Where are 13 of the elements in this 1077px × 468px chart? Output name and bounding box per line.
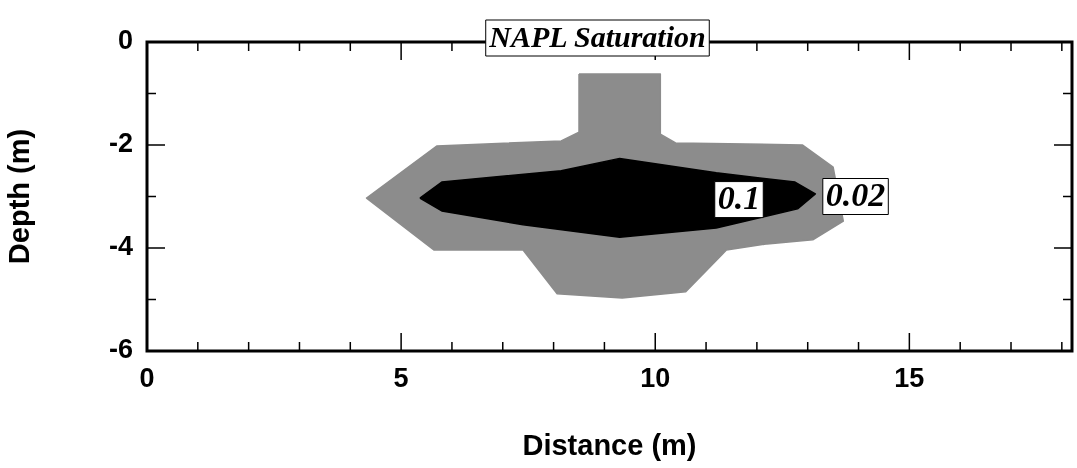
y-tick-label: -4 — [108, 231, 133, 262]
chart-title: NAPL Saturation — [488, 19, 706, 53]
y-tick-label: 0 — [117, 25, 133, 56]
annotation: 0.1 — [717, 179, 761, 217]
x-tick-label: 5 — [393, 362, 409, 393]
x-tick-label: 15 — [894, 362, 925, 393]
x-tick-label: 10 — [640, 362, 671, 393]
y-tick-label: -6 — [108, 334, 133, 365]
y-tick-label: -2 — [108, 128, 133, 159]
annotation: 0.02 — [825, 176, 886, 214]
x-tick-label: 0 — [139, 362, 155, 393]
y-axis-title: Depth (m) — [3, 128, 36, 265]
x-axis-title: Distance (m) — [522, 428, 697, 461]
